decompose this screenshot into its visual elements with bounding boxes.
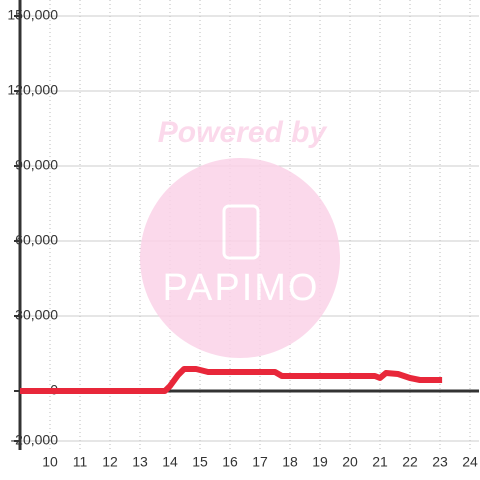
- watermark-phone: [222, 204, 260, 260]
- watermark-title: Powered by: [158, 116, 328, 149]
- y-tick-label: 150,000: [7, 7, 58, 23]
- y-tick-label: 60,000: [15, 232, 58, 248]
- y-tick-label: 30,000: [15, 307, 58, 323]
- x-tick-label: 17: [252, 454, 268, 470]
- y-tick-label: -20,000: [11, 432, 59, 448]
- plot: 101112131415161718192021222324-20,000030…: [7, 0, 479, 470]
- watermark: Powered by PAPIMO: [140, 116, 340, 358]
- x-tick-label: 22: [402, 454, 418, 470]
- x-tick-label: 10: [42, 454, 58, 470]
- watermark-logo: PAPIMO: [163, 267, 320, 309]
- x-tick-label: 15: [192, 454, 208, 470]
- y-tick-label: 120,000: [7, 82, 58, 98]
- x-tick-label: 13: [132, 454, 148, 470]
- x-tick-label: 18: [282, 454, 298, 470]
- x-tick-label: 23: [432, 454, 448, 470]
- x-tick-label: 12: [102, 454, 118, 470]
- x-tick-label: 20: [342, 454, 358, 470]
- x-tick-label: 24: [462, 454, 478, 470]
- y-tick-label: 90,000: [15, 157, 58, 173]
- x-tick-label: 16: [222, 454, 238, 470]
- data-line: [20, 366, 443, 394]
- x-tick-label: 21: [372, 454, 388, 470]
- x-tick-label: 14: [162, 454, 178, 470]
- x-tick-label: 11: [73, 454, 88, 470]
- x-tick-label: 19: [312, 454, 328, 470]
